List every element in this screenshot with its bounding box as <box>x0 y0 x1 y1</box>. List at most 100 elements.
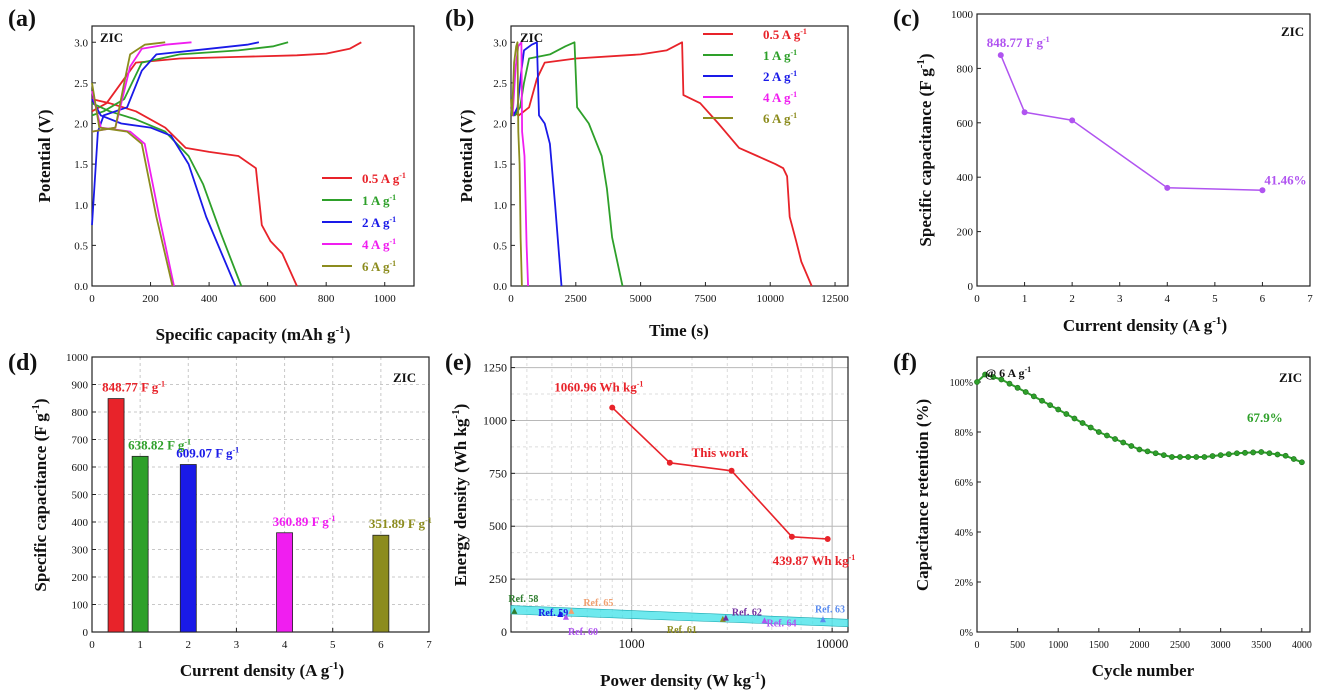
series-2-a-g-1 <box>510 41 563 287</box>
panel-e: 0 250 500 750 1000 1250 1000 10000 1060.96 Wh kg… <box>445 350 855 690</box>
reference-label: Ref. 61 <box>667 625 697 636</box>
panel-label: (b) <box>445 6 474 32</box>
bar-label: 609.07 F g-1 <box>176 446 239 461</box>
data-point <box>1112 436 1118 442</box>
reference-marker <box>557 611 564 618</box>
y-axis-label: Potential (V) <box>457 109 476 202</box>
data-point <box>1021 109 1028 116</box>
y-tick-label: 1000 <box>483 413 507 427</box>
x-tick-label: 6 <box>1260 293 1266 305</box>
data-point <box>1266 450 1273 457</box>
data-point <box>728 467 735 474</box>
annotation-retention: 41.46% <box>1264 172 1306 187</box>
y-tick-label: 0.0 <box>493 281 507 293</box>
plot-frame <box>510 25 849 287</box>
legend-entry: 1 A g-1 <box>763 48 797 63</box>
data-point <box>1169 454 1175 460</box>
series-4-a-g-1 <box>510 41 529 287</box>
x-tick-label: 2000 <box>1129 640 1149 651</box>
panel-a: 0.0 0.5 1.0 1.5 2.0 2.5 3.0 0 200 400 600 800 1000 (a… <box>8 6 415 344</box>
data-point <box>1177 454 1183 460</box>
y-tick-label: 1.5 <box>493 159 507 171</box>
corner-text: ZIC <box>1281 24 1304 39</box>
data-point <box>997 52 1004 59</box>
x-tick-label: 5 <box>1212 293 1218 305</box>
reference-marker <box>761 617 768 624</box>
x-axis-label: Specific capacity (mAh g-1) <box>156 324 351 344</box>
data-point <box>1160 452 1167 459</box>
data-point <box>1120 439 1127 446</box>
data-point <box>1242 449 1248 456</box>
reference-label: Ref. 60 <box>568 627 598 638</box>
y-tick-label: 0 <box>968 281 974 293</box>
x-tick-label: 1000 <box>1048 640 1068 651</box>
x-tick-label: 7 <box>1307 293 1313 305</box>
x-tick-label: 5 <box>330 639 336 651</box>
plot-frame <box>976 356 1311 633</box>
y-tick-label: 1000 <box>951 9 974 21</box>
data-point <box>609 404 616 411</box>
legend-entry: 4 A g-1 <box>763 90 797 105</box>
y-tick-label: 1.0 <box>74 200 88 212</box>
discharge-curve <box>91 90 175 287</box>
y-tick-label: 1.0 <box>493 200 507 212</box>
y-tick-label: 600 <box>957 118 974 130</box>
reference-label: Ref. 62 <box>732 608 762 619</box>
bar-label: 848.77 F g-1 <box>102 380 165 395</box>
data-point <box>1128 443 1135 449</box>
data-point <box>1063 411 1070 417</box>
series-1-a-g-1 <box>510 41 624 287</box>
data-point <box>666 459 673 466</box>
data-point <box>824 535 831 542</box>
data-point <box>1250 449 1257 456</box>
series-6-a-g-1 <box>510 41 523 287</box>
data-point <box>1071 415 1078 422</box>
y-tick-label: 1.5 <box>74 159 88 171</box>
legend-entry: 0.5 A g-1 <box>362 171 406 186</box>
discharge-curve <box>91 98 237 287</box>
data-point <box>1282 452 1289 459</box>
panel-d: 0 100 200 300 400 500 600 700 800 900 1000 0 1 2 3 4 5 6 7… <box>8 350 432 680</box>
y-tick-label: 700 <box>72 435 89 447</box>
data-point <box>990 374 997 380</box>
x-tick-label: 800 <box>318 293 335 305</box>
data-point <box>1185 454 1192 460</box>
y-tick-label: 2.0 <box>493 119 507 131</box>
y-tick-label: 1250 <box>483 361 507 375</box>
data-point <box>1209 453 1216 459</box>
x-tick-label: 4 <box>282 639 288 651</box>
condition-note: @ 6 A g-1 <box>985 365 1031 380</box>
y-tick-label: 500 <box>489 519 507 533</box>
y-axis-label: Potential (V) <box>35 109 54 202</box>
x-tick-label: 0 <box>89 293 95 305</box>
y-tick-label: 1000 <box>66 352 89 364</box>
y-tick-label: 250 <box>489 572 507 586</box>
panel-c: 0 200 400 600 800 1000 0 1 2 3 4 5 6 7 848.77 F g-1 41.… <box>893 6 1313 335</box>
panel-label: (a) <box>8 6 36 32</box>
data-point <box>1144 448 1151 455</box>
reference-label: Ref. 65 <box>583 598 613 609</box>
x-tick-label: 0 <box>89 639 95 651</box>
y-tick-label: 750 <box>489 466 507 480</box>
x-axis-label: Current density (A g-1) <box>1063 315 1227 335</box>
x-tick-label: 2500 <box>565 293 588 305</box>
corner-text: ZIC <box>520 30 543 45</box>
y-tick-label: 20% <box>955 578 973 589</box>
x-tick-label: 4000 <box>1292 640 1312 651</box>
x-tick-label: 0 <box>975 640 980 651</box>
y-tick-label: 800 <box>72 407 89 419</box>
annotation-min: 439.87 Wh kg-1 <box>773 553 856 568</box>
reference-marker <box>819 616 826 623</box>
data-point <box>1022 389 1029 395</box>
data-point <box>982 371 989 378</box>
data-point <box>1069 117 1076 124</box>
x-axis-label: Cycle number <box>1092 661 1195 680</box>
data-point <box>1290 456 1297 462</box>
bar-label: 638.82 F g-1 <box>128 437 191 452</box>
panel-b: 0.0 0.5 1.0 1.5 2.0 2.5 3.0 0 2500 5000 7500 10000 1… <box>445 6 849 340</box>
x-tick-label: 2 <box>186 639 192 651</box>
y-tick-label: 0 <box>501 625 507 639</box>
y-tick-label: 0.0 <box>74 281 88 293</box>
y-tick-label: 0% <box>960 628 973 639</box>
